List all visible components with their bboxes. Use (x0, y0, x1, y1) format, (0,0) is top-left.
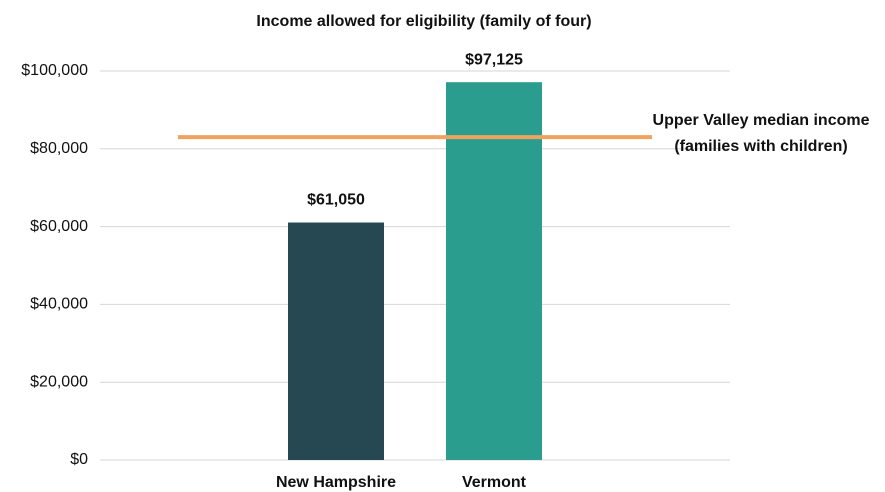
y-tick-label: $60,000 (30, 218, 88, 235)
data-label: $61,050 (307, 192, 365, 209)
bar (288, 222, 384, 460)
chart-title: Income allowed for eligibility (family o… (256, 13, 591, 30)
y-tick-label: $40,000 (30, 296, 88, 313)
reference-label: Upper Valley median income (653, 112, 870, 129)
reference-label: (families with children) (674, 138, 847, 155)
y-tick-label: $100,000 (21, 62, 88, 79)
y-tick-label: $80,000 (30, 140, 88, 157)
bar (446, 82, 542, 460)
x-tick-label: Vermont (462, 474, 527, 491)
data-label: $97,125 (465, 51, 523, 68)
x-tick-label: New Hampshire (276, 474, 396, 491)
y-tick-label: $20,000 (30, 373, 88, 390)
y-tick-label: $0 (70, 451, 88, 468)
